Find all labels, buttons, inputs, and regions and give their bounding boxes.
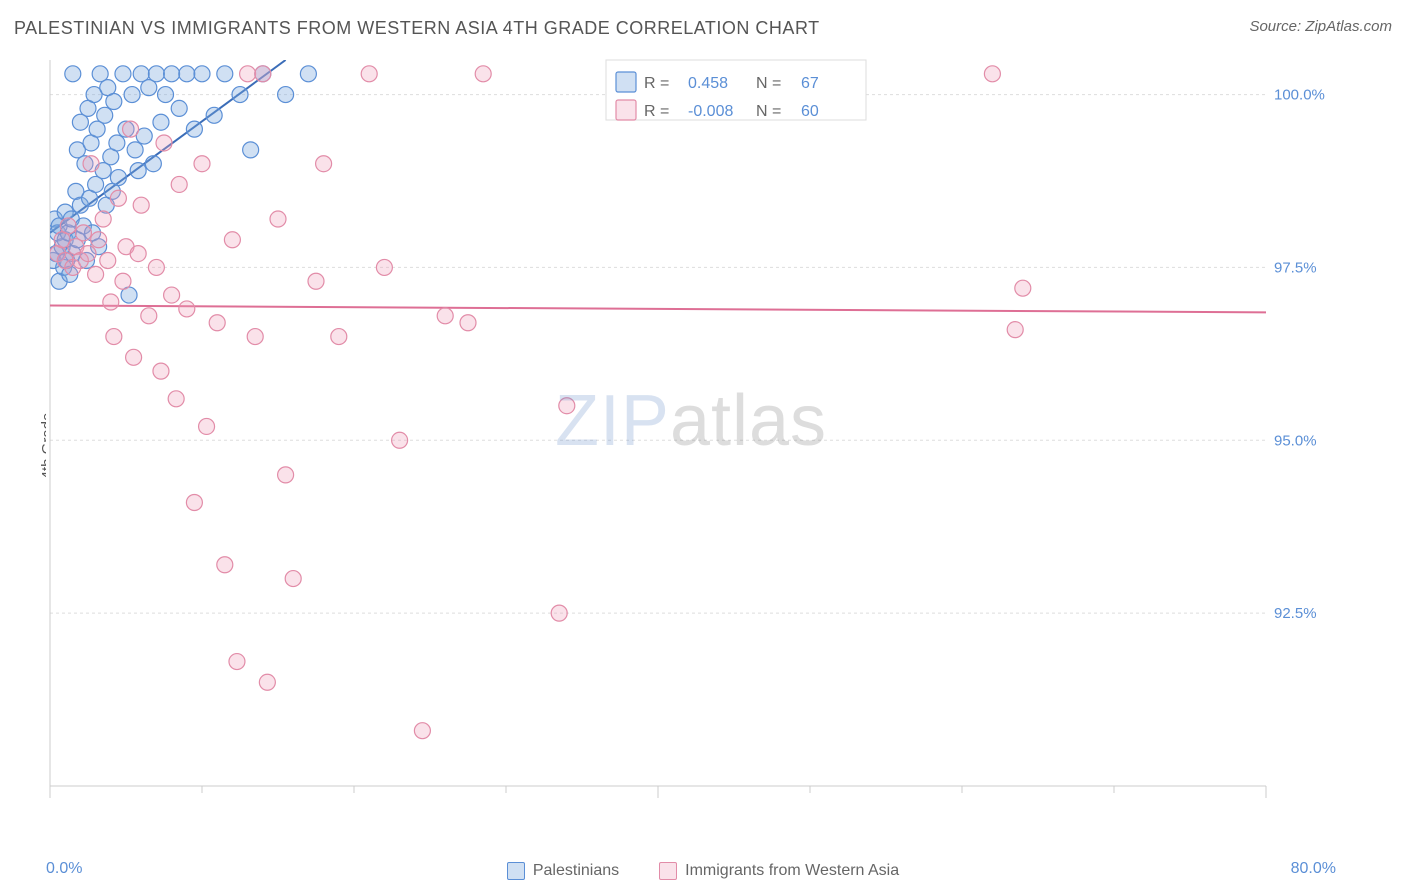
svg-text:100.0%: 100.0% — [1274, 87, 1325, 104]
svg-text:67: 67 — [801, 75, 819, 92]
header: PALESTINIAN VS IMMIGRANTS FROM WESTERN A… — [0, 0, 1406, 39]
legend-label: Palestinians — [533, 862, 619, 880]
legend-label: Immigrants from Western Asia — [685, 862, 899, 880]
svg-text:N =: N = — [756, 75, 781, 92]
svg-text:97.5%: 97.5% — [1274, 259, 1317, 276]
svg-text:-0.008: -0.008 — [688, 103, 733, 120]
svg-text:95.0%: 95.0% — [1274, 432, 1317, 449]
source-attribution: Source: ZipAtlas.com — [1249, 18, 1392, 35]
chart-area: 92.5% 95.0% 97.5% 100.0% R = 0.458 N = 67 R = -0.… — [46, 56, 1336, 816]
legend-item: Palestinians — [507, 862, 619, 880]
svg-text:R =: R = — [644, 75, 669, 92]
svg-text:60: 60 — [801, 103, 819, 120]
scatter-plot: 92.5% 95.0% 97.5% 100.0% R = 0.458 N = 67 R = -0.… — [46, 56, 1336, 816]
legend-swatch — [507, 862, 525, 880]
chart-title: PALESTINIAN VS IMMIGRANTS FROM WESTERN A… — [14, 18, 820, 39]
svg-text:R =: R = — [644, 103, 669, 120]
svg-text:N =: N = — [756, 103, 781, 120]
legend-swatch — [659, 862, 677, 880]
svg-text:0.458: 0.458 — [688, 75, 728, 92]
legend-item: Immigrants from Western Asia — [659, 862, 899, 880]
svg-text:92.5%: 92.5% — [1274, 605, 1317, 622]
bottom-legend: Palestinians Immigrants from Western Asia — [0, 862, 1406, 880]
